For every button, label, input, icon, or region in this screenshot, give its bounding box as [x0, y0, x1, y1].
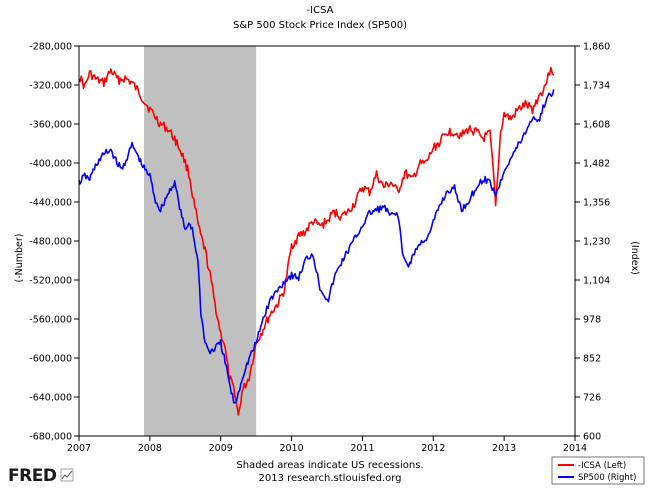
left-tick-label: -560,000 — [29, 315, 72, 326]
x-tick-label: 2011 — [350, 443, 374, 454]
right-tick-label: 1,356 — [583, 198, 610, 209]
left-tick-label: -360,000 — [29, 120, 72, 131]
left-tick-label: -680,000 — [29, 432, 72, 443]
right-tick-label: 1,104 — [583, 276, 610, 287]
x-tick-label: 2012 — [421, 443, 445, 454]
left-tick-label: -600,000 — [29, 354, 72, 365]
left-tick-label: -400,000 — [29, 159, 72, 170]
right-tick-label: 1,230 — [583, 237, 610, 248]
left-tick-label: -520,000 — [29, 276, 72, 287]
right-axis-title: (Index) — [629, 241, 640, 275]
right-tick-label: 1,734 — [583, 81, 610, 92]
x-tick-label: 2014 — [563, 443, 587, 454]
series-line-sp500 — [78, 89, 555, 404]
fred-logo: FRED — [8, 466, 74, 486]
x-axis: 2007 2008 2009 2010 2011 2012 2013 2014 — [67, 436, 587, 454]
right-tick-label: 726 — [583, 393, 601, 404]
footer-source: 2013 research.stlouisfed.org — [258, 473, 401, 484]
fred-chart-icon — [60, 468, 74, 482]
chart-subtitle: S&P 500 Stock Price Index (SP500) — [233, 20, 407, 31]
x-tick-label: 2009 — [209, 443, 233, 454]
left-tick-label: -480,000 — [29, 237, 72, 248]
right-tick-label: 1,860 — [583, 42, 610, 53]
right-tick-label: 600 — [583, 432, 601, 443]
x-tick-label: 2010 — [279, 443, 303, 454]
right-tick-label: 978 — [583, 315, 601, 326]
legend-label-sp500: SP500 (Right) — [578, 473, 636, 483]
left-tick-label: -320,000 — [29, 81, 72, 92]
left-axis: -280,000 -320,000 -360,000 -400,000 -440,000… — [29, 42, 79, 443]
series-line-icsa — [78, 66, 555, 416]
chart-title: -ICSA — [307, 5, 334, 16]
legend: -ICSA (Left) SP500 (Right) — [551, 456, 645, 485]
footer-recession-note: Shaded areas indicate US recessions. — [236, 460, 423, 471]
left-tick-label: -640,000 — [29, 393, 72, 404]
series-layer — [78, 66, 555, 416]
right-tick-label: 852 — [583, 354, 601, 365]
recession-shading — [143, 46, 257, 436]
left-tick-label: -440,000 — [29, 198, 72, 209]
legend-box — [551, 456, 645, 485]
left-axis-title: (-Number) — [14, 233, 25, 282]
x-tick-label: 2007 — [67, 443, 91, 454]
legend-label-icsa: -ICSA (Left) — [578, 461, 626, 471]
x-tick-label: 2008 — [138, 443, 162, 454]
left-tick-label: -280,000 — [29, 42, 72, 53]
x-tick-label: 2013 — [492, 443, 516, 454]
fred-logo-text: FRED — [8, 466, 57, 486]
right-tick-label: 1,482 — [583, 159, 610, 170]
right-tick-label: 1,608 — [583, 120, 610, 131]
right-axis: 600 726 852 978 1,104 1,230 1,356 1,482 1,608 1,7… — [575, 42, 610, 443]
